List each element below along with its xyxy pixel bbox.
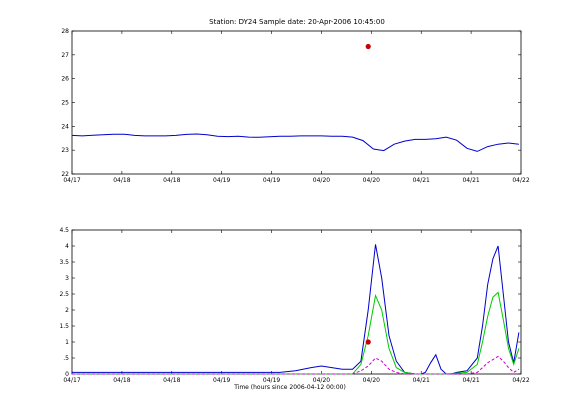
top-ytick-label: 23 bbox=[61, 147, 69, 154]
top-xtick-label: 04/18 bbox=[113, 177, 130, 184]
figure-title: Station: DY24 Sample date: 20-Apr-2006 1… bbox=[209, 18, 385, 26]
top-ytick-label: 25 bbox=[61, 100, 69, 107]
top-series-line-0 bbox=[71, 133, 519, 152]
top-ytick-label: 24 bbox=[61, 123, 69, 130]
bottom-series-line-0 bbox=[72, 244, 520, 375]
bottom-ytick-label: 1.5 bbox=[59, 323, 69, 330]
top-ytick-label: 28 bbox=[61, 28, 69, 35]
top-ytick-label: 27 bbox=[61, 52, 69, 59]
bottom-xlabel: Time (hours since 2006-04-12 00:00) bbox=[233, 384, 346, 391]
bottom-ytick-label: .5 bbox=[63, 355, 69, 362]
bottom-ytick-label: 3.5 bbox=[59, 259, 69, 266]
bottom-xtick-label: 04/21 bbox=[413, 377, 430, 384]
bottom-xtick-label: 04/17 bbox=[63, 377, 80, 384]
bottom-ytick-label: 2 bbox=[65, 307, 69, 314]
bottom-xtick-label: 04/18 bbox=[163, 377, 180, 384]
top-xtick-label: 04/17 bbox=[63, 177, 80, 184]
top-xtick-label: 04/19 bbox=[213, 177, 230, 184]
top-xtick-label: 04/19 bbox=[263, 177, 280, 184]
bottom-xtick-label: 04/19 bbox=[213, 377, 230, 384]
bottom-xtick-label: 04/22 bbox=[512, 377, 529, 384]
top-xtick-label: 04/20 bbox=[313, 177, 330, 184]
top-xtick-label: 04/22 bbox=[512, 177, 529, 184]
bottom-axes-box bbox=[71, 229, 522, 375]
top-xtick-label: 04/21 bbox=[413, 177, 430, 184]
bottom-series-line-2 bbox=[72, 355, 520, 375]
bottom-ytick-label: 1 bbox=[65, 339, 69, 346]
bottom-panel: 0 .5 1 1.5 2 2.5 3 3.5 4 4.5 04/17 04/18 04/18 04/19 0… bbox=[59, 227, 529, 384]
bottom-marker-point bbox=[365, 339, 371, 345]
bottom-series-line-1 bbox=[72, 291, 520, 375]
top-axes-box bbox=[71, 30, 522, 175]
bottom-xtick-label: 04/20 bbox=[313, 377, 330, 384]
top-ytick-label: 22 bbox=[61, 171, 69, 178]
bottom-ytick-label: 4.5 bbox=[59, 227, 69, 234]
bottom-ytick-label: 2.5 bbox=[59, 291, 69, 298]
top-ytick-label: 26 bbox=[61, 76, 69, 83]
bottom-xtick-label: 04/20 bbox=[363, 377, 380, 384]
top-xtick-label: 04/20 bbox=[363, 177, 380, 184]
top-marker-point bbox=[365, 43, 371, 50]
bottom-ytick-label: 4 bbox=[65, 243, 69, 250]
bottom-xtick-label: 04/18 bbox=[113, 377, 130, 384]
bottom-xtick-label: 04/19 bbox=[263, 377, 280, 384]
top-xtick-label: 04/21 bbox=[462, 177, 479, 184]
bottom-xtick-label: 04/21 bbox=[462, 377, 479, 384]
top-xtick-label: 04/18 bbox=[163, 177, 180, 184]
bottom-ytick-label: 3 bbox=[65, 275, 69, 282]
bottom-ytick-label: 0 bbox=[65, 371, 69, 378]
top-panel: 22 23 24 25 26 27 28 04/17 04/18 04/18 04/19 04/19 0… bbox=[61, 28, 529, 184]
